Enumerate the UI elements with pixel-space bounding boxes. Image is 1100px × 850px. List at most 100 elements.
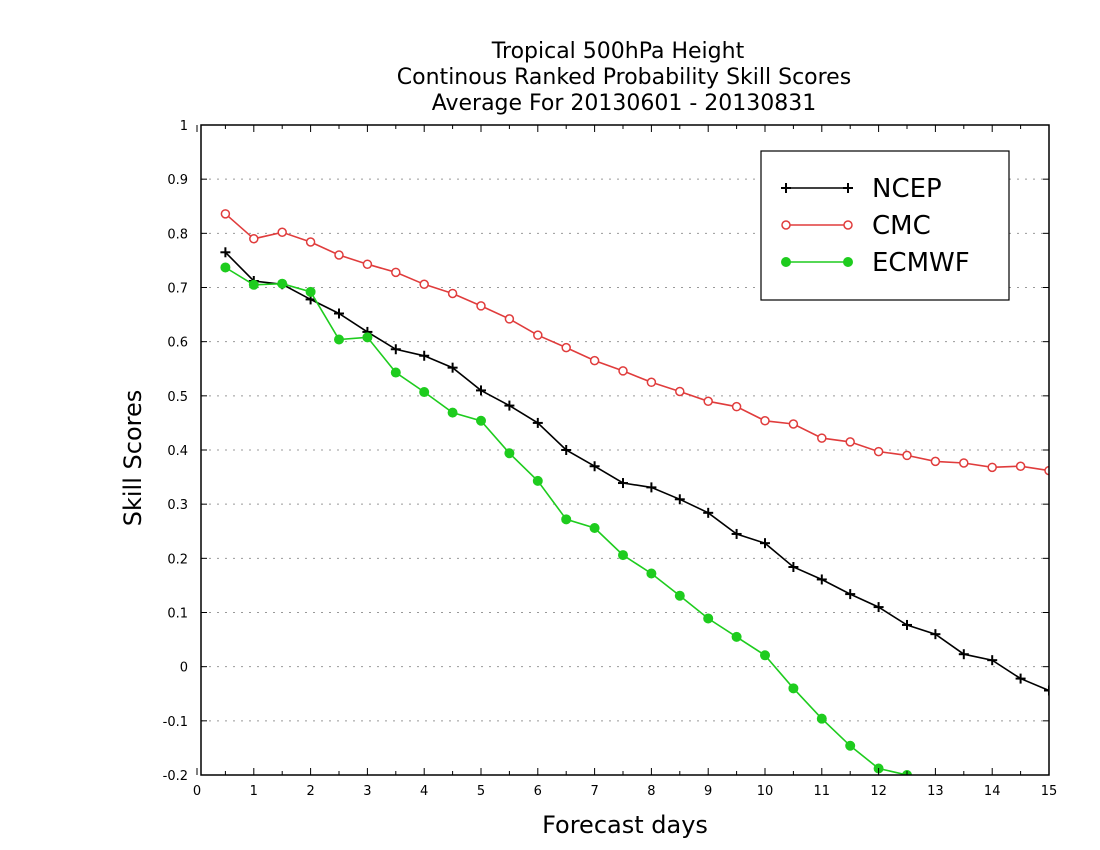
data-point-ecmwf <box>390 367 401 378</box>
x-tick-label: 5 <box>477 784 485 799</box>
data-point-cmc <box>703 396 713 406</box>
legend-label-cmc: CMC <box>872 211 931 241</box>
data-point-ecmwf <box>220 262 231 273</box>
x-tick-label: 6 <box>534 784 542 799</box>
series-cmc <box>220 209 1049 476</box>
series-line-cmc <box>224 213 1049 472</box>
legend-marker-ecmwf <box>843 257 853 267</box>
data-point-cmc <box>476 301 486 311</box>
x-tick-label: 14 <box>984 784 1001 799</box>
y-tick-label: 0.4 <box>167 444 188 459</box>
data-point-cmc <box>249 234 259 244</box>
data-point-ecmwf <box>589 523 600 533</box>
x-tick-label: 12 <box>870 784 887 799</box>
data-point-ecmwf <box>277 278 288 289</box>
x-tick-label: 15 <box>1041 784 1058 799</box>
data-point-ncep <box>703 507 714 518</box>
x-tick-label: 4 <box>420 784 428 799</box>
legend: NCEP CMC ECMWF <box>760 150 1010 301</box>
data-point-cmc <box>845 437 855 447</box>
x-tick-label: 10 <box>757 784 774 799</box>
axis-ticks: -0.2-0.100.10.20.30.40.50.60.70.80.910 1 2… <box>163 119 1058 799</box>
data-point-ncep <box>845 589 856 600</box>
legend-item-cmc: CMC <box>781 211 931 241</box>
legend-label-ecmwf: ECMWF <box>872 248 970 278</box>
data-point-cmc <box>873 446 884 457</box>
data-point-ncep <box>674 494 685 505</box>
y-axis-label: Skill Scores <box>119 390 147 527</box>
data-point-cmc <box>561 342 571 353</box>
title-line-3: Average For 20130601 - 20130831 <box>432 91 817 116</box>
data-point-ncep <box>816 574 827 585</box>
x-tick-label: 9 <box>704 784 712 799</box>
data-point-cmc <box>277 227 287 237</box>
series-ncep <box>220 247 1049 696</box>
data-point-ncep <box>930 629 941 640</box>
y-tick-label: 0.5 <box>167 390 188 405</box>
data-point-ncep <box>788 562 799 572</box>
data-point-ncep <box>646 482 657 493</box>
legend-marker-ncep <box>781 183 791 193</box>
data-point-ecmwf <box>532 475 543 486</box>
legend-entries: NCEP CMC ECMWF <box>781 174 970 278</box>
chart-title: Tropical 500hPa Height Continous Ranked … <box>397 39 851 116</box>
data-point-cmc <box>504 314 515 324</box>
data-point-cmc <box>589 355 600 366</box>
legend-marker-cmc <box>843 220 853 230</box>
data-point-ncep <box>987 655 998 666</box>
data-point-ecmwf <box>674 590 685 601</box>
data-point-ncep <box>220 247 231 258</box>
data-point-cmc <box>447 288 458 299</box>
data-point-ecmwf <box>248 279 259 290</box>
data-point-ecmwf <box>447 407 458 418</box>
data-point-ecmwf <box>845 740 856 751</box>
legend-marker-ncep <box>843 183 853 193</box>
data-point-cmc <box>419 279 429 289</box>
data-point-ecmwf <box>816 713 827 724</box>
data-point-ncep <box>561 445 572 455</box>
y-tick-label: -0.1 <box>163 715 188 730</box>
legend-marker-cmc <box>781 220 791 230</box>
data-point-ecmwf <box>504 448 515 459</box>
data-point-cmc <box>305 237 316 247</box>
x-tick-label: 13 <box>927 784 944 799</box>
y-tick-label: -0.2 <box>163 769 188 784</box>
data-point-cmc <box>959 458 969 468</box>
data-point-ecmwf <box>703 613 714 624</box>
y-tick-label: 1 <box>180 119 188 134</box>
data-point-ecmwf <box>476 415 486 426</box>
data-point-ncep <box>532 417 543 428</box>
data-point-cmc <box>1015 461 1026 471</box>
data-point-cmc <box>930 456 941 467</box>
data-point-ncep <box>873 602 884 613</box>
data-point-ecmwf <box>731 631 742 642</box>
data-point-cmc <box>1044 465 1049 476</box>
data-point-ncep <box>504 400 515 411</box>
data-point-ncep <box>902 619 912 630</box>
y-tick-label: 0 <box>180 661 188 676</box>
legend-label-ncep: NCEP <box>872 174 942 204</box>
x-tick-label: 3 <box>363 784 371 799</box>
data-point-ncep <box>958 649 969 660</box>
x-tick-label: 11 <box>814 784 831 799</box>
legend-marker-ecmwf <box>781 257 791 267</box>
x-tick-label: 8 <box>647 784 655 799</box>
data-point-cmc <box>760 416 770 426</box>
y-tick-label: 0.6 <box>167 336 188 351</box>
data-point-ncep <box>760 538 770 549</box>
series-layer <box>220 209 1049 775</box>
data-point-ecmwf <box>561 514 572 525</box>
data-point-ncep <box>1015 673 1026 684</box>
data-point-ecmwf <box>362 332 373 343</box>
data-point-ecmwf <box>419 387 430 398</box>
data-point-ecmwf <box>646 568 657 579</box>
data-point-cmc <box>817 433 827 443</box>
x-tick-label: 7 <box>590 784 598 799</box>
data-point-ncep <box>334 308 344 319</box>
data-point-cmc <box>987 462 997 473</box>
data-point-ecmwf <box>788 683 799 694</box>
data-point-cmc <box>731 401 742 412</box>
data-point-cmc <box>334 250 344 260</box>
data-point-cmc <box>220 209 231 219</box>
